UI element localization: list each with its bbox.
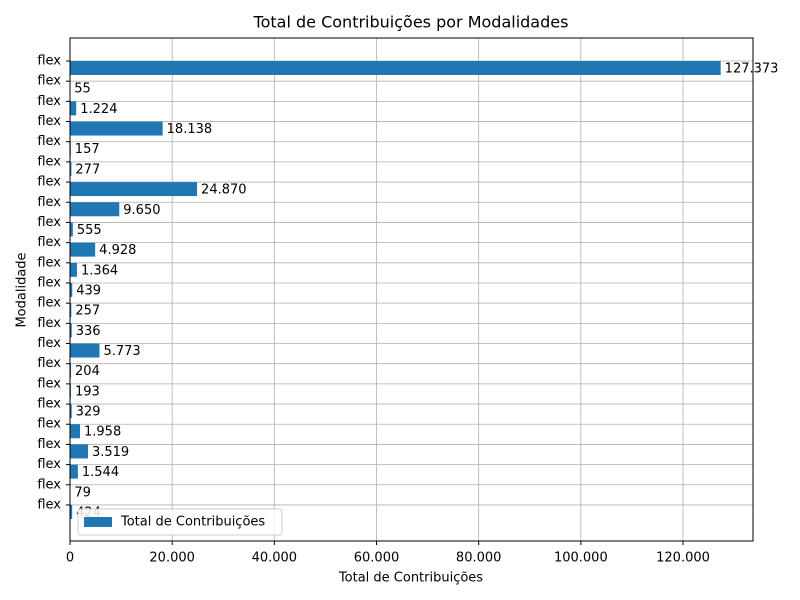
- bar: [70, 504, 73, 519]
- bar: [70, 343, 100, 358]
- value-label: 555: [77, 223, 102, 238]
- value-label: 9.650: [123, 203, 160, 218]
- bar: [70, 262, 77, 277]
- bar: [70, 242, 96, 257]
- x-tick-label: 80.000: [456, 551, 502, 566]
- y-tick-label: flex: [37, 397, 61, 412]
- x-tick-label: 20.000: [149, 551, 195, 566]
- y-tick-label: flex: [37, 336, 61, 351]
- y-tick-label: flex: [37, 316, 61, 331]
- value-label: 24.870: [201, 183, 247, 198]
- y-tick-label: flex: [37, 74, 61, 89]
- value-label: 79: [74, 485, 91, 500]
- y-tick-label: flex: [37, 134, 61, 149]
- y-tick-label: flex: [37, 417, 61, 432]
- value-label: 3.519: [92, 445, 129, 460]
- legend-label: Total de Contribuições: [120, 515, 265, 530]
- bar: [70, 323, 72, 338]
- value-label: 336: [76, 324, 101, 339]
- value-label: 18.138: [167, 122, 213, 137]
- bar: [70, 303, 72, 318]
- bar: [70, 282, 73, 297]
- bar: [70, 404, 72, 419]
- bar: [70, 182, 198, 197]
- y-tick-label: flex: [37, 215, 61, 230]
- value-label: 257: [75, 304, 100, 319]
- legend-box: [77, 508, 283, 536]
- bar: [70, 161, 72, 176]
- bar: [70, 464, 78, 479]
- chart-title: Total de Contribuições por Modalidades: [253, 13, 569, 32]
- y-tick-label: flex: [37, 54, 61, 69]
- y-tick-label: flex: [37, 356, 61, 371]
- y-tick-label: flex: [37, 94, 61, 109]
- value-label: 193: [75, 384, 100, 399]
- bar: [70, 424, 81, 439]
- bar: [70, 222, 73, 237]
- value-label: 55: [74, 82, 91, 97]
- value-label: 439: [76, 283, 101, 298]
- value-label: 127.373: [725, 62, 779, 77]
- y-tick-label: flex: [37, 296, 61, 311]
- x-tick-label: 120.000: [656, 551, 710, 566]
- y-tick-label: flex: [37, 497, 61, 512]
- bar: [70, 101, 77, 116]
- bar: [70, 121, 163, 136]
- value-label: 5.773: [103, 344, 140, 359]
- x-axis-label: Total de Contribuições: [338, 571, 483, 586]
- value-label: 204: [75, 364, 100, 379]
- y-tick-label: flex: [37, 477, 61, 492]
- y-axis-label: Modalidade: [15, 252, 30, 327]
- y-tick-label: flex: [37, 175, 61, 190]
- bar: [70, 444, 88, 459]
- bar: [70, 202, 120, 217]
- value-label: 329: [76, 405, 101, 420]
- bar: [70, 363, 72, 378]
- legend-swatch: [84, 517, 112, 527]
- value-label: 277: [75, 162, 100, 177]
- value-label: 4.928: [99, 243, 136, 258]
- x-tick-label: 60.000: [354, 551, 400, 566]
- y-tick-label: flex: [37, 457, 61, 472]
- y-tick-label: flex: [37, 235, 61, 250]
- value-label: 1.224: [80, 102, 117, 117]
- y-tick-label: flex: [37, 275, 61, 290]
- y-tick-label: flex: [37, 437, 61, 452]
- value-label: 157: [75, 142, 100, 157]
- axes-frame: [69, 37, 754, 542]
- value-label: 1.544: [82, 465, 119, 480]
- x-tick-label: 100.000: [554, 551, 608, 566]
- bar: [70, 61, 721, 75]
- x-tick-label: 40.000: [252, 551, 298, 566]
- y-tick-label: flex: [37, 376, 61, 391]
- x-tick-label: 0: [66, 551, 74, 566]
- y-tick-label: flex: [37, 114, 61, 129]
- value-label: 1.364: [81, 263, 118, 278]
- value-label: 1.958: [84, 425, 121, 440]
- y-tick-label: flex: [37, 154, 61, 169]
- y-tick-label: flex: [37, 255, 61, 270]
- y-tick-label: flex: [37, 195, 61, 210]
